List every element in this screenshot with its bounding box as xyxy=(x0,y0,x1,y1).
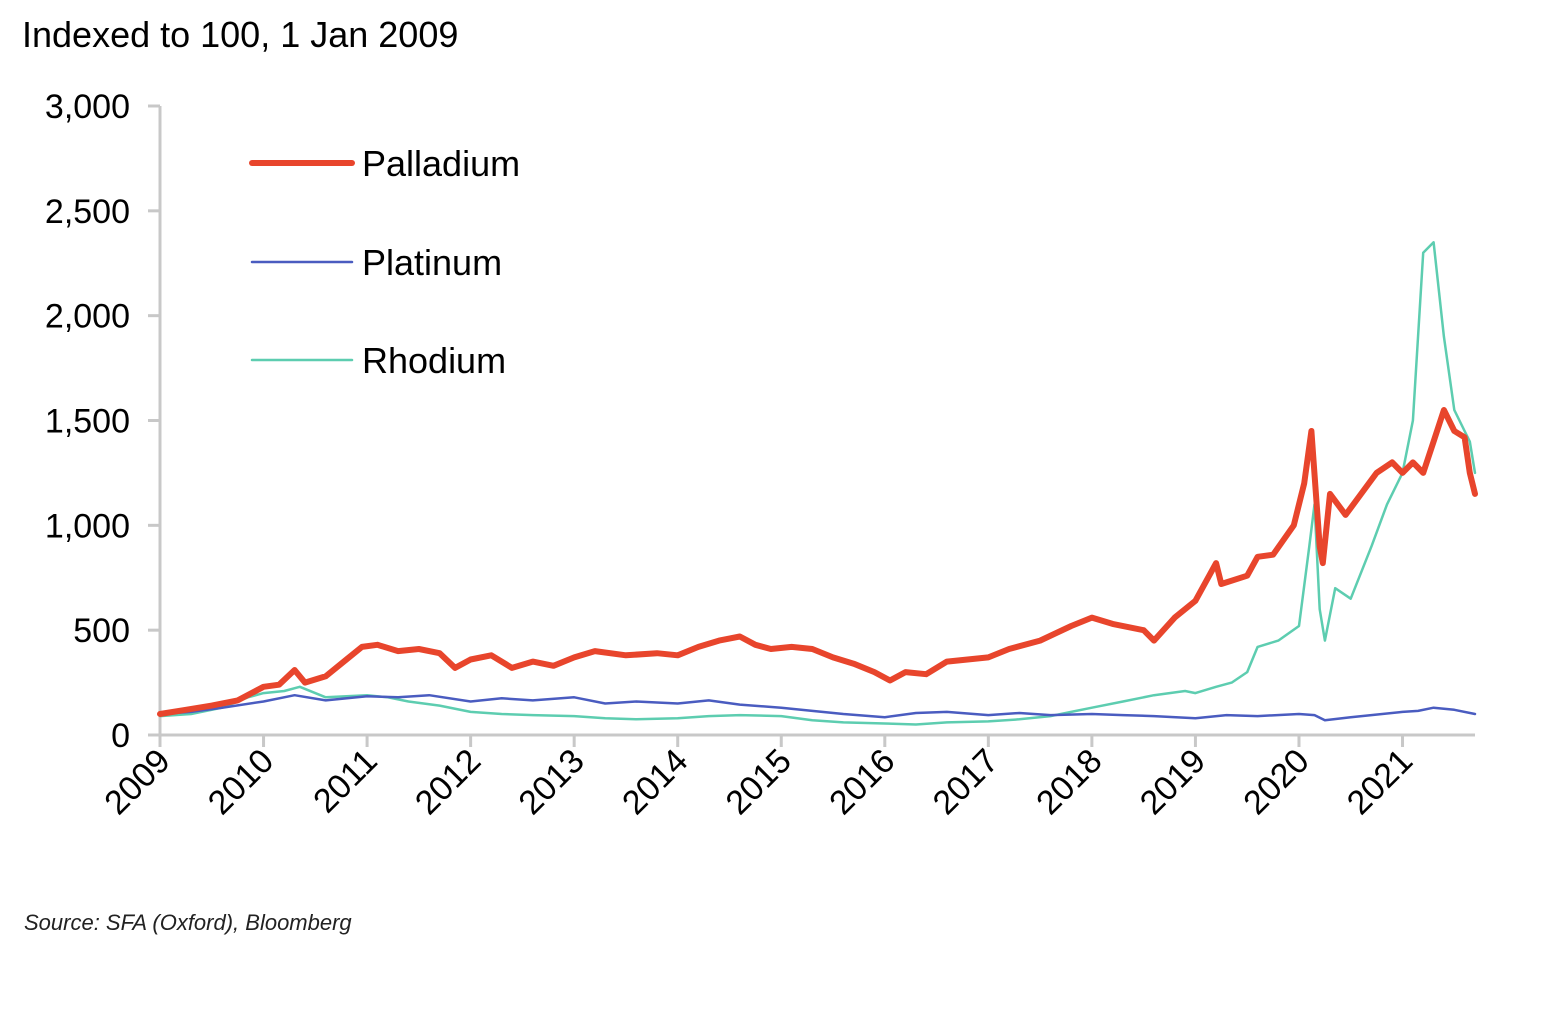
x-tick-label: 2013 xyxy=(511,742,591,822)
y-tick-label: 0 xyxy=(111,717,130,755)
x-tick-label: 2018 xyxy=(1029,742,1109,822)
x-tick-label: 2016 xyxy=(822,742,902,822)
y-tick-label: 500 xyxy=(73,612,130,650)
series-layer xyxy=(157,241,1478,726)
y-tick-label: 3,000 xyxy=(45,88,130,126)
chart-source: Source: SFA (Oxford), Bloomberg xyxy=(24,910,352,935)
legend-label-palladium: Palladium xyxy=(362,143,520,184)
x-tick-label: 2017 xyxy=(926,742,1006,822)
y-tick-label: 2,000 xyxy=(45,298,130,336)
x-tick-label: 2009 xyxy=(97,742,177,822)
chart-legend: Palladium Platinum Rhodium xyxy=(249,143,520,381)
y-tick-label: 1,500 xyxy=(45,403,130,441)
legend-label-platinum: Platinum xyxy=(362,242,502,283)
x-tick-label: 2011 xyxy=(306,742,385,821)
y-tick-label: 1,000 xyxy=(45,507,130,545)
x-tick-label: 2019 xyxy=(1133,742,1213,822)
chart-title: Indexed to 100, 1 Jan 2009 xyxy=(22,14,459,55)
x-tick-label: 2021 xyxy=(1340,742,1420,822)
series-line-palladium xyxy=(157,407,1478,717)
x-tick-label: 2012 xyxy=(408,742,488,822)
x-tick-label: 2020 xyxy=(1236,742,1316,822)
series-line-platinum xyxy=(158,693,1477,722)
y-tick-label: 2,500 xyxy=(45,193,130,231)
x-tick-label: 2015 xyxy=(719,742,799,822)
chart-axes: 0 500 1,000 1,500 2,000 2,500 3,000 2009 2010 201… xyxy=(45,88,1475,822)
legend-label-rhodium: Rhodium xyxy=(362,340,506,381)
x-tick-label: 2014 xyxy=(615,742,695,822)
x-tick-label: 2010 xyxy=(201,742,281,822)
